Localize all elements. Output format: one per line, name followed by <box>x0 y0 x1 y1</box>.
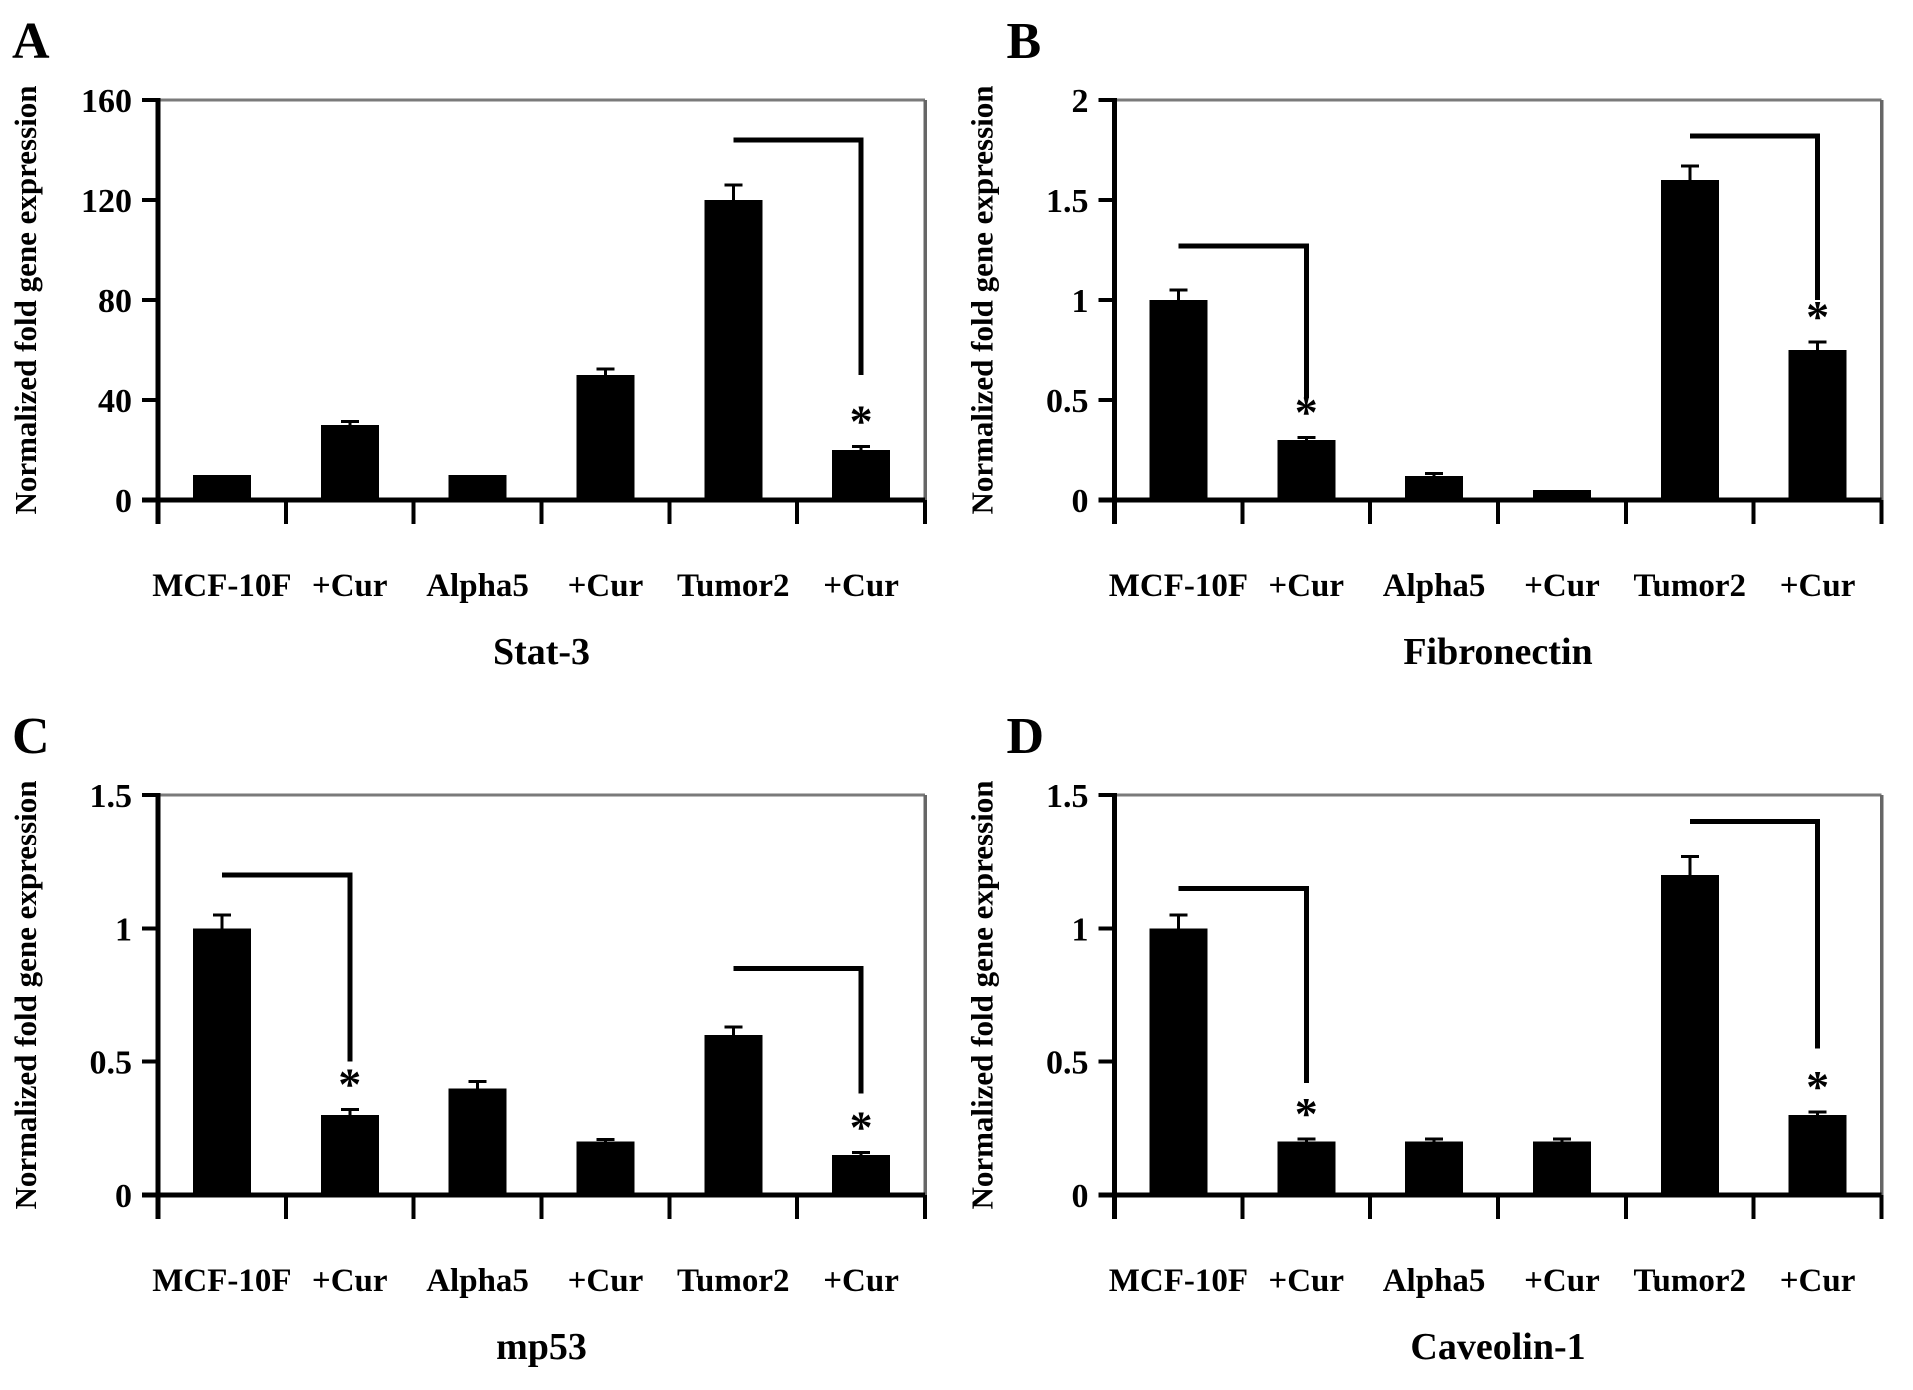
y-axis-label: Normalized fold gene expression <box>8 780 43 1209</box>
panel-title: mp53 <box>496 1326 587 1368</box>
bar <box>1660 875 1719 1195</box>
y-tick-label: 1.5 <box>90 778 133 815</box>
significance-asterisk: * <box>1295 1088 1318 1139</box>
y-tick-label: 2 <box>1072 83 1089 120</box>
x-category-label: Tumor2 <box>1634 568 1746 604</box>
x-category-label: MCF-10F <box>1109 568 1248 604</box>
y-tick-label: 0.5 <box>1046 383 1089 420</box>
x-category-label: Alpha5 <box>1383 1263 1486 1299</box>
panel-d-chart: D 0 0.5 1 1.5 * * MCF-10F +Cur Alpha5 +Cur Tumor2 +C… <box>965 708 1884 1368</box>
x-category-label: Alpha5 <box>426 1263 529 1299</box>
bar <box>832 1155 891 1195</box>
panel-b: B 0 0.5 1 1.5 2 * * MCF-10F +Cur Alpha5 +Cur Tumor2 +… <box>956 0 1913 695</box>
x-category-label: +Cur <box>823 1263 899 1299</box>
panel-title: Fibronectin <box>1403 631 1592 673</box>
y-tick-label: 1 <box>115 911 132 948</box>
bar <box>448 1088 507 1195</box>
bar <box>832 450 891 500</box>
panel-letter: D <box>1007 708 1045 765</box>
significance-asterisk: * <box>1806 1061 1829 1112</box>
bar <box>1277 440 1336 500</box>
x-category-label: +Cur <box>1268 568 1344 604</box>
panel-d: D 0 0.5 1 1.5 * * MCF-10F +Cur Alpha5 +Cur Tumor2 +C… <box>956 695 1913 1390</box>
panel-c-chart: C 0 0.5 1 1.5 * * MCF-10F +Cur Alpha5 +Cur Tumor2 +C… <box>8 708 927 1368</box>
bar <box>576 375 635 500</box>
y-tick-label: 0 <box>1072 483 1089 520</box>
panel-letter: B <box>1007 13 1042 70</box>
y-tick-label: 40 <box>98 383 132 420</box>
significance-asterisk: * <box>1295 387 1318 438</box>
bar <box>1788 1115 1847 1195</box>
x-category-label: Tumor2 <box>1634 1263 1746 1299</box>
bar <box>704 1035 763 1195</box>
x-category-label: +Cur <box>1524 1263 1600 1299</box>
y-axis-label: Normalized fold gene expression <box>965 780 1000 1209</box>
x-category-label: Alpha5 <box>426 568 529 604</box>
x-category-label: Alpha5 <box>1383 568 1486 604</box>
y-tick-label: 0.5 <box>1046 1045 1089 1082</box>
panel-title: Caveolin-1 <box>1410 1326 1585 1368</box>
y-tick-label: 1 <box>1072 911 1089 948</box>
bar <box>192 475 251 500</box>
bar <box>1532 490 1591 500</box>
y-tick-label: 160 <box>81 83 132 120</box>
x-category-label: MCF-10F <box>1109 1263 1248 1299</box>
y-axis-label: Normalized fold gene expression <box>965 85 1000 514</box>
bar <box>1149 300 1208 500</box>
bar <box>1660 180 1719 500</box>
x-category-label: MCF-10F <box>152 568 291 604</box>
panel-letter: A <box>12 13 50 70</box>
y-tick-label: 0 <box>115 1178 132 1215</box>
y-tick-label: 0 <box>115 483 132 520</box>
panel-c: C 0 0.5 1 1.5 * * MCF-10F +Cur Alpha5 +Cur Tumor2 +C… <box>0 695 956 1390</box>
x-category-label: MCF-10F <box>152 1263 291 1299</box>
y-axis-label: Normalized fold gene expression <box>8 85 43 514</box>
x-category-label: +Cur <box>568 1263 644 1299</box>
x-category-label: +Cur <box>823 568 899 604</box>
significance-asterisk: * <box>1806 291 1829 342</box>
x-category-label: +Cur <box>1780 1263 1856 1299</box>
panel-a: A 0 40 80 120 160 * MCF-10F +Cur Alpha5 +Cur Tumor2… <box>0 0 956 695</box>
x-category-label: +Cur <box>1268 1263 1344 1299</box>
panel-a-chart: A 0 40 80 120 160 * MCF-10F +Cur Alpha5 +Cur Tumor2… <box>8 13 927 673</box>
x-category-label: +Cur <box>1524 568 1600 604</box>
bar <box>448 475 507 500</box>
y-tick-label: 0.5 <box>90 1045 133 1082</box>
bar <box>320 425 379 500</box>
x-category-label: +Cur <box>1780 568 1856 604</box>
x-category-label: +Cur <box>312 1263 388 1299</box>
bar <box>1405 476 1464 500</box>
y-tick-label: 1.5 <box>1046 183 1089 220</box>
bar <box>576 1141 635 1195</box>
x-category-label: Tumor2 <box>677 1263 789 1299</box>
panel-letter: C <box>12 708 50 765</box>
bar <box>192 928 251 1195</box>
significance-asterisk: * <box>850 395 873 446</box>
y-tick-label: 120 <box>81 183 132 220</box>
x-category-label: +Cur <box>568 568 644 604</box>
y-tick-label: 0 <box>1072 1178 1089 1215</box>
bar <box>1405 1141 1464 1195</box>
bar <box>1788 350 1847 500</box>
panel-title: Stat-3 <box>493 631 590 673</box>
y-tick-label: 80 <box>98 283 132 320</box>
bar <box>1277 1141 1336 1195</box>
bar <box>320 1115 379 1195</box>
x-category-label: Tumor2 <box>677 568 789 604</box>
x-category-label: +Cur <box>312 568 388 604</box>
panel-b-chart: B 0 0.5 1 1.5 2 * * MCF-10F +Cur Alpha5 +Cur Tumor2 +… <box>965 13 1884 673</box>
significance-asterisk: * <box>338 1059 361 1110</box>
y-tick-label: 1.5 <box>1046 778 1089 815</box>
significance-asterisk: * <box>850 1101 873 1152</box>
bar <box>1532 1141 1591 1195</box>
bar <box>1149 928 1208 1195</box>
bar <box>704 200 763 500</box>
y-tick-label: 1 <box>1072 283 1089 320</box>
